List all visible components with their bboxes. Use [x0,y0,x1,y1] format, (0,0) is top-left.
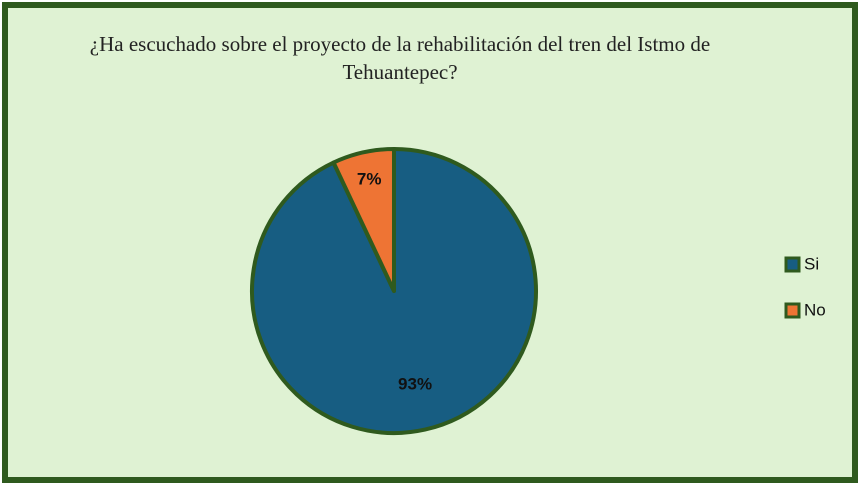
legend-swatch [784,302,801,319]
legend-label: No [804,300,826,319]
data-label: 93% [398,375,432,394]
data-label: 7% [357,170,382,189]
legend-label: Si [804,254,819,273]
chart-title: ¿Ha escuchado sobre el proyecto de la re… [89,32,711,84]
pie-slice [331,147,396,293]
legend-swatch [784,256,801,273]
